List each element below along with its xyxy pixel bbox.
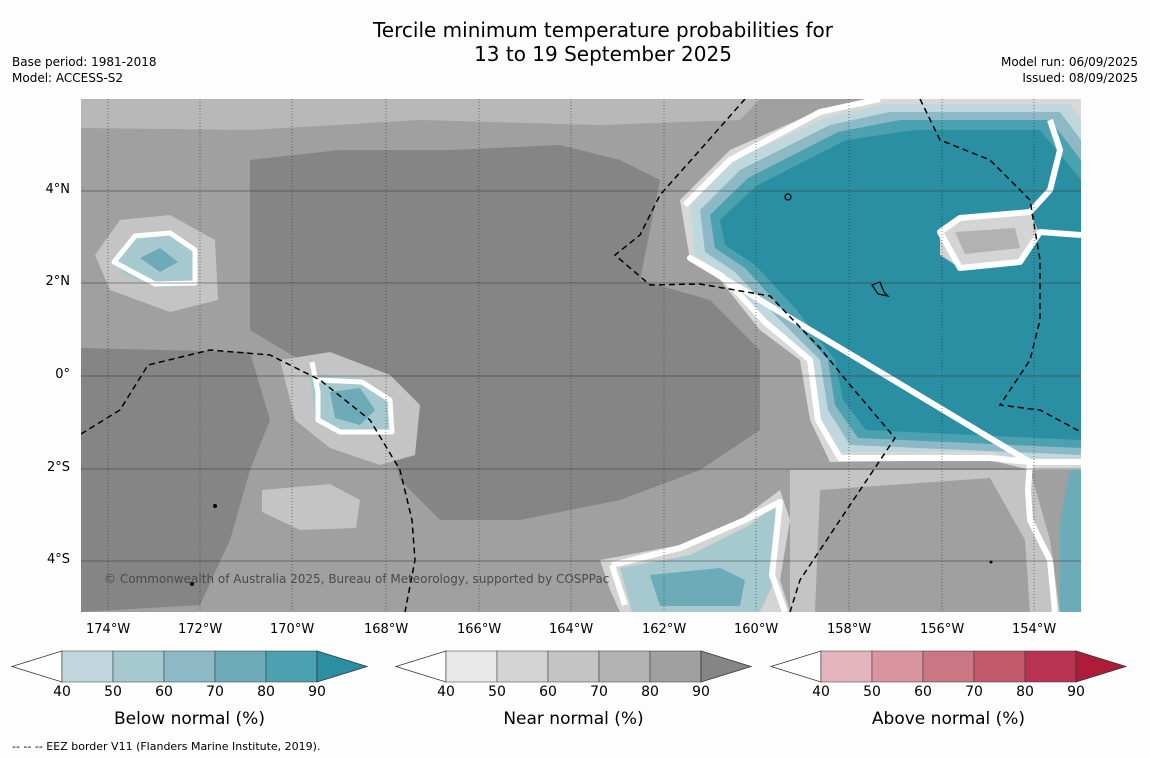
colorbar-tick-label: 80 xyxy=(257,684,275,700)
meta-right: Model run: 06/09/2025 Issued: 08/09/2025 xyxy=(1001,54,1138,86)
island-dot xyxy=(213,504,217,508)
copyright-notice: © Commonwealth of Australia 2025, Bureau… xyxy=(104,572,610,586)
colorbar-tick-label: 60 xyxy=(539,684,557,700)
colorbar-tick-label: 70 xyxy=(590,684,608,700)
x-tick-label: 166°W xyxy=(457,622,502,637)
colorbar-segment xyxy=(973,650,1026,683)
x-tick-label: 172°W xyxy=(178,622,223,637)
colorbar-segment xyxy=(163,650,216,683)
near-normal-core-west xyxy=(81,348,270,612)
colorbar-tick-label: 50 xyxy=(104,684,122,700)
colorbar-tick-label: 60 xyxy=(914,684,932,700)
y-tick-label: 2°N xyxy=(45,274,71,289)
meta-left: Base period: 1981-2018 Model: ACCESS-S2 xyxy=(12,54,157,86)
colorbar-under-triangle xyxy=(10,650,63,683)
eez-border-west xyxy=(81,349,416,612)
near-normal-southeast-core xyxy=(815,478,1030,612)
chart-title: Tercile minimum temperature probabilitie… xyxy=(0,18,1150,66)
contour-40-south xyxy=(609,499,788,612)
colorbar-tick-label: 90 xyxy=(1067,684,1085,700)
colorbar-tick-label: 40 xyxy=(53,684,71,700)
title-line-1: Tercile minimum temperature probabilitie… xyxy=(372,18,834,42)
colorbar-tick-label: 50 xyxy=(488,684,506,700)
x-tick-label: 170°W xyxy=(270,622,315,637)
blob-west-70 xyxy=(140,248,178,272)
below-normal-edge-south xyxy=(1060,470,1081,612)
colorbars xyxy=(10,650,1128,683)
eez-border-east xyxy=(919,99,1081,433)
colorbar-under-triangle xyxy=(394,650,447,683)
colorbar-segment xyxy=(1024,650,1077,683)
below-normal-90 xyxy=(720,130,1081,440)
colorbar-segment xyxy=(649,650,702,683)
colorbar-segment xyxy=(445,650,498,683)
colorbar-tick-label: 80 xyxy=(1016,684,1034,700)
eez-footnote: -- -- -- EEZ border V11 (Flanders Marine… xyxy=(12,740,321,753)
model-run: Model run: 06/09/2025 xyxy=(1000,55,1138,69)
colorbar-title: Above normal (%) xyxy=(871,709,1026,729)
x-tick-label: 160°W xyxy=(734,622,779,637)
island-mark xyxy=(784,193,792,201)
issued-date: Issued: 08/09/2025 xyxy=(1022,71,1138,85)
colorbar-tick-label: 40 xyxy=(812,684,830,700)
near-normal-light-patch xyxy=(262,484,360,530)
colorbar-over-triangle xyxy=(1075,650,1128,683)
colorbar-tick-label: 70 xyxy=(965,684,983,700)
y-tick-label: 4°N xyxy=(45,182,71,197)
colorbar-tick-label: 90 xyxy=(692,684,710,700)
colorbar-segment xyxy=(61,650,114,683)
colorbar-segment xyxy=(547,650,600,683)
island-kiritimati xyxy=(871,281,890,297)
colorbar-tick-label: 60 xyxy=(155,684,173,700)
colorbar-segment xyxy=(112,650,165,683)
title-line-2: 13 to 19 September 2025 xyxy=(474,42,732,66)
x-tick-label: 174°W xyxy=(86,622,131,637)
y-tick-label: 0° xyxy=(55,367,70,382)
contour-40-east xyxy=(682,99,1081,612)
gridlines xyxy=(81,99,1081,612)
colorbar-over-triangle xyxy=(316,650,369,683)
below-normal-south-70 xyxy=(650,568,745,606)
colorbar-tick-label: 70 xyxy=(206,684,224,700)
near-normal-band-top xyxy=(81,99,760,130)
near-normal-island-east-core xyxy=(955,228,1020,254)
probability-map xyxy=(81,99,1081,612)
x-tick-label: 164°W xyxy=(549,622,594,637)
colorbar-tick-label: 40 xyxy=(437,684,455,700)
colorbar-segment xyxy=(598,650,651,683)
model-name: Model: ACCESS-S2 xyxy=(12,71,124,85)
y-tick-label: 2°S xyxy=(46,460,70,475)
eez-border-center xyxy=(613,99,896,612)
colorbar-tick-label: 50 xyxy=(863,684,881,700)
x-tick-label: 156°W xyxy=(920,622,965,637)
base-period: Base period: 1981-2018 xyxy=(12,55,157,69)
colorbar-segment xyxy=(922,650,975,683)
colorbar-title: Near normal (%) xyxy=(503,709,644,729)
colorbar-tick-label: 90 xyxy=(308,684,326,700)
y-tick-label: 4°S xyxy=(46,552,70,567)
x-tick-label: 162°W xyxy=(642,622,687,637)
contour-40-central xyxy=(309,361,395,435)
colorbar-tick-label: 80 xyxy=(641,684,659,700)
colorbar-segment xyxy=(871,650,924,683)
colorbar-over-triangle xyxy=(700,650,753,683)
colorbar-segment xyxy=(496,650,549,683)
contour-40-west xyxy=(111,230,198,287)
near-normal-core xyxy=(250,145,760,520)
x-tick-label: 168°W xyxy=(364,622,409,637)
colorbar-segment xyxy=(820,650,873,683)
colorbar-under-triangle xyxy=(769,650,822,683)
island-dot xyxy=(190,582,194,586)
colorbar-title: Below normal (%) xyxy=(114,709,265,729)
colorbar-segment xyxy=(214,650,267,683)
colorbar-segment xyxy=(265,650,318,683)
x-tick-label: 154°W xyxy=(1012,622,1057,637)
x-tick-label: 158°W xyxy=(827,622,872,637)
